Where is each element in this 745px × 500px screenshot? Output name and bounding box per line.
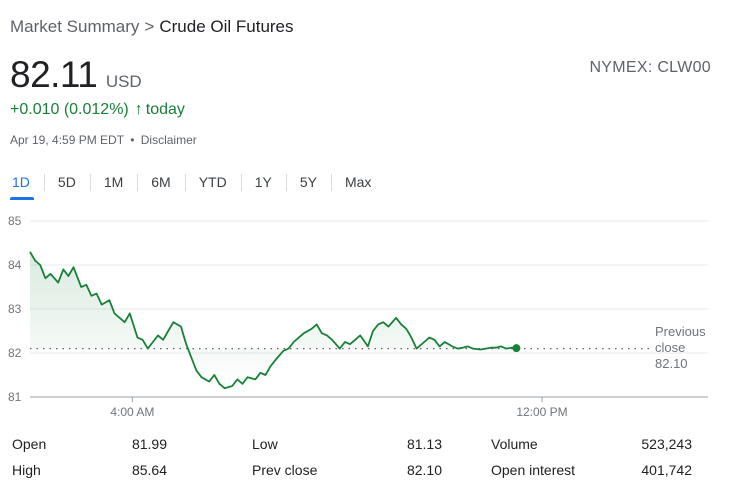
y-tick-label: 81	[8, 390, 22, 404]
quote-timestamp: Apr 19, 4:59 PM EDT	[10, 133, 124, 147]
ticker-symbol: NYMEX: CLW00	[589, 59, 711, 76]
range-tab-6m[interactable]: 6M	[137, 168, 184, 196]
arrow-up-icon: ↑	[134, 101, 143, 118]
x-tick-label: 4:00 AM	[110, 405, 154, 419]
stats-row: High 85.64 Prev close 82.10 Open interest 401…	[0, 462, 745, 484]
last-price-point	[512, 344, 521, 353]
range-tab-max[interactable]: Max	[330, 168, 385, 196]
stat-label-open: Open	[12, 436, 47, 452]
range-tab-1m[interactable]: 1M	[89, 168, 137, 196]
stat-value-prev-close: 82.10	[406, 462, 442, 478]
y-tick-label: 82	[8, 346, 22, 360]
change-period: today	[145, 101, 185, 118]
stat-label-prev-close: Prev close	[252, 462, 318, 478]
range-tab-ytd[interactable]: YTD	[184, 168, 241, 196]
range-tab-1d[interactable]: 1D	[0, 168, 44, 200]
disclaimer-link[interactable]: Disclaimer	[140, 133, 197, 147]
previous-close-label: close	[655, 340, 685, 355]
stat-value-open-interest: 401,742	[641, 462, 692, 478]
stat-label-open-interest: Open interest	[491, 462, 576, 478]
quote-meta: Apr 19, 4:59 PM EDT • Disclaimer	[10, 133, 197, 147]
currency-label: USD	[105, 72, 142, 91]
stat-label-high: High	[12, 462, 41, 478]
stat-value-low: 81.13	[406, 436, 442, 452]
range-tab-5y[interactable]: 5Y	[285, 168, 331, 196]
y-tick-label: 85	[8, 214, 22, 228]
stat-label-low: Low	[252, 436, 278, 452]
stat-value-volume: 523,243	[641, 436, 692, 452]
stats-row: Open 81.99 Low 81.13 Volume 523,243	[0, 436, 745, 458]
breadcrumb-parent-link[interactable]: Market Summary	[10, 17, 140, 36]
price-area	[30, 251, 517, 389]
y-tick-label: 84	[8, 258, 22, 272]
meta-separator: •	[130, 133, 135, 147]
previous-close-label: 82.10	[655, 356, 688, 371]
breadcrumb-separator: >	[144, 17, 155, 36]
stat-value-high: 85.64	[131, 462, 167, 478]
price-line	[29, 251, 517, 390]
price-change: +0.010 (0.012%) ↑ today	[10, 101, 185, 119]
previous-close-label: Previous	[655, 324, 706, 339]
x-tick-label: 12:00 PM	[516, 405, 567, 419]
stat-value-open: 81.99	[131, 436, 167, 452]
stat-label-volume: Volume	[491, 436, 538, 452]
breadcrumb: Market Summary > Crude Oil Futures	[10, 17, 294, 37]
breadcrumb-current: Crude Oil Futures	[159, 17, 294, 36]
current-price: 82.11	[10, 54, 98, 95]
change-value: +0.010 (0.012%)	[10, 101, 129, 118]
price-row: 82.11 USD	[10, 54, 142, 96]
range-tabs: 1D 5D 1M 6M YTD 1Y 5Y Max	[0, 166, 385, 200]
range-tab-1y[interactable]: 1Y	[240, 168, 286, 196]
y-tick-label: 83	[8, 302, 22, 316]
range-tab-5d[interactable]: 5D	[43, 168, 90, 196]
